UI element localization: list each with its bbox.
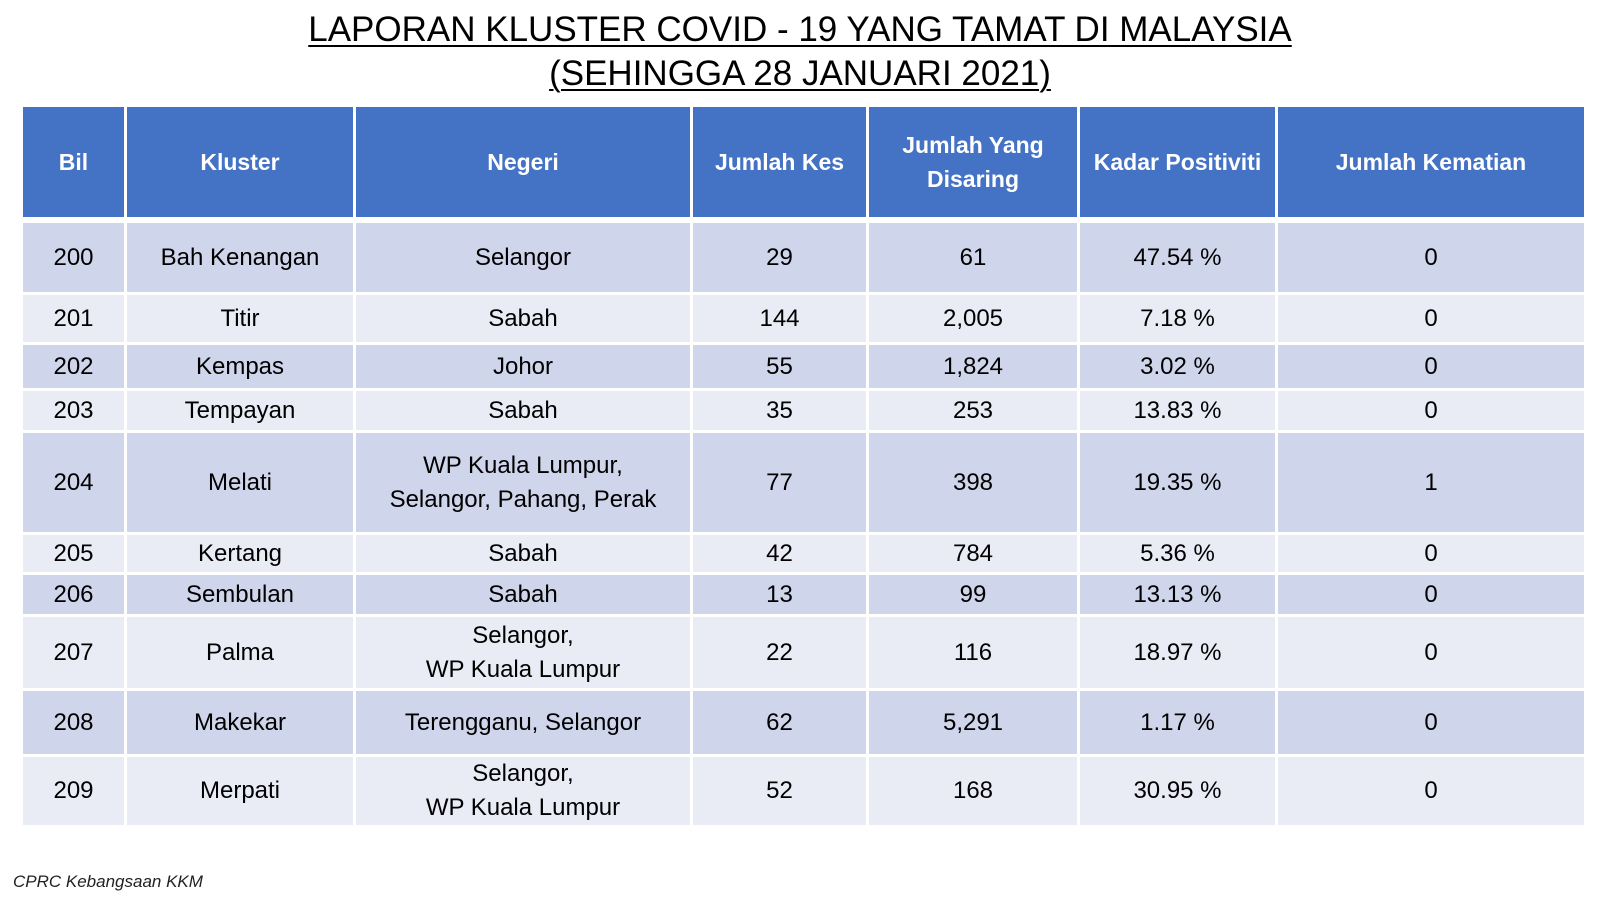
cell-negeri: Sabah <box>353 572 693 617</box>
cell-bil: 203 <box>20 388 127 433</box>
cell-kes: 22 <box>690 614 869 691</box>
cell-negeri: Terengganu, Selangor <box>353 688 693 757</box>
cell-kluster: Tempayan <box>124 388 356 433</box>
cell-disaring: 1,824 <box>866 342 1080 391</box>
table-row: 200 Bah Kenangan Selangor 29 61 47.54 % 0 <box>20 218 1587 295</box>
cell-kematian: 1 <box>1275 430 1587 535</box>
cell-kematian: 0 <box>1275 688 1587 757</box>
cell-disaring: 99 <box>866 572 1080 617</box>
cell-bil: 206 <box>20 572 127 617</box>
cell-kes: 52 <box>690 754 869 828</box>
cell-positiviti: 13.13 % <box>1077 572 1278 617</box>
cell-disaring: 253 <box>866 388 1080 433</box>
cell-disaring: 5,291 <box>866 688 1080 757</box>
cell-bil: 204 <box>20 430 127 535</box>
cell-kes: 35 <box>690 388 869 433</box>
cell-positiviti: 47.54 % <box>1077 218 1278 295</box>
cell-kes: 13 <box>690 572 869 617</box>
cell-kes: 77 <box>690 430 869 535</box>
cell-positiviti: 18.97 % <box>1077 614 1278 691</box>
cell-positiviti: 1.17 % <box>1077 688 1278 757</box>
table-row: 208 Makekar Terengganu, Selangor 62 5,291 1.1… <box>20 688 1587 757</box>
header-negeri: Negeri <box>353 104 693 223</box>
header-jumlah-kes: Jumlah Kes <box>690 104 869 223</box>
cell-positiviti: 19.35 % <box>1077 430 1278 535</box>
title-line-2: (SEHINGGA 28 JANUARI 2021) <box>0 52 1600 96</box>
header-kluster: Kluster <box>124 104 356 223</box>
cell-kes: 42 <box>690 532 869 575</box>
cell-kematian: 0 <box>1275 754 1587 828</box>
cell-kluster: Melati <box>124 430 356 535</box>
cell-bil: 200 <box>20 218 127 295</box>
cell-kluster: Bah Kenangan <box>124 218 356 295</box>
cell-disaring: 61 <box>866 218 1080 295</box>
table-row: 201 Titir Sabah 144 2,005 7.18 % 0 <box>20 292 1587 345</box>
cell-positiviti: 30.95 % <box>1077 754 1278 828</box>
cell-kluster: Titir <box>124 292 356 345</box>
cell-positiviti: 5.36 % <box>1077 532 1278 575</box>
cell-bil: 202 <box>20 342 127 391</box>
cell-bil: 208 <box>20 688 127 757</box>
table-row: 202 Kempas Johor 55 1,824 3.02 % 0 <box>20 342 1587 391</box>
cell-negeri: Johor <box>353 342 693 391</box>
title-line-2-text: (SEHINGGA 28 JANUARI 2021) <box>549 54 1051 93</box>
cell-kes: 144 <box>690 292 869 345</box>
cell-positiviti: 7.18 % <box>1077 292 1278 345</box>
source-note: CPRC Kebangsaan KKM <box>13 872 203 891</box>
cell-negeri: Sabah <box>353 532 693 575</box>
table-body: 200 Bah Kenangan Selangor 29 61 47.54 % 0 201 Ti… <box>20 218 1587 828</box>
cell-kes: 62 <box>690 688 869 757</box>
cell-kes: 29 <box>690 218 869 295</box>
cell-disaring: 168 <box>866 754 1080 828</box>
header-jumlah-disaring: Jumlah Yang Disaring <box>866 104 1080 223</box>
header-jumlah-kematian: Jumlah Kematian <box>1275 104 1587 223</box>
table-row: 204 Melati WP Kuala Lumpur, Selangor, Paha… <box>20 430 1587 535</box>
title-line-1-text: LAPORAN KLUSTER COVID - 19 YANG TAMAT DI… <box>308 10 1292 49</box>
cell-kluster: Kertang <box>124 532 356 575</box>
table-header-row: Bil Kluster Negeri Jumlah Kes Jumlah Yan… <box>20 104 1587 223</box>
cell-kematian: 0 <box>1275 388 1587 433</box>
cell-bil: 207 <box>20 614 127 691</box>
title-line-1: LAPORAN KLUSTER COVID - 19 YANG TAMAT DI… <box>0 8 1600 52</box>
cell-kematian: 0 <box>1275 218 1587 295</box>
cell-kluster: Makekar <box>124 688 356 757</box>
cell-disaring: 2,005 <box>866 292 1080 345</box>
cell-positiviti: 3.02 % <box>1077 342 1278 391</box>
cell-negeri: WP Kuala Lumpur, Selangor, Pahang, Perak <box>353 430 693 535</box>
cell-negeri: Selangor, WP Kuala Lumpur <box>353 614 693 691</box>
cell-bil: 205 <box>20 532 127 575</box>
cell-bil: 209 <box>20 754 127 828</box>
cell-disaring: 398 <box>866 430 1080 535</box>
cell-kluster: Palma <box>124 614 356 691</box>
cell-kematian: 0 <box>1275 532 1587 575</box>
cell-kluster: Sembulan <box>124 572 356 617</box>
table-row: 203 Tempayan Sabah 35 253 13.83 % 0 <box>20 388 1587 433</box>
cell-negeri: Selangor <box>353 218 693 295</box>
header-kadar-positiviti: Kadar Positiviti <box>1077 104 1278 223</box>
cell-negeri: Sabah <box>353 292 693 345</box>
cell-disaring: 784 <box>866 532 1080 575</box>
cell-kematian: 0 <box>1275 614 1587 691</box>
table-row: 207 Palma Selangor, WP Kuala Lumpur 22 116 18… <box>20 614 1587 691</box>
cell-bil: 201 <box>20 292 127 345</box>
cell-kluster: Merpati <box>124 754 356 828</box>
cell-negeri: Selangor, WP Kuala Lumpur <box>353 754 693 828</box>
cell-kematian: 0 <box>1275 572 1587 617</box>
cell-positiviti: 13.83 % <box>1077 388 1278 433</box>
table-row: 205 Kertang Sabah 42 784 5.36 % 0 <box>20 532 1587 575</box>
cell-kes: 55 <box>690 342 869 391</box>
cell-negeri: Sabah <box>353 388 693 433</box>
cluster-table: Bil Kluster Negeri Jumlah Kes Jumlah Yan… <box>20 104 1587 828</box>
cell-kluster: Kempas <box>124 342 356 391</box>
cell-kematian: 0 <box>1275 342 1587 391</box>
page-title: LAPORAN KLUSTER COVID - 19 YANG TAMAT DI… <box>0 8 1600 96</box>
header-bil: Bil <box>20 104 127 223</box>
table-row: 209 Merpati Selangor, WP Kuala Lumpur 52 168… <box>20 754 1587 828</box>
table-row: 206 Sembulan Sabah 13 99 13.13 % 0 <box>20 572 1587 617</box>
cell-disaring: 116 <box>866 614 1080 691</box>
cell-kematian: 0 <box>1275 292 1587 345</box>
